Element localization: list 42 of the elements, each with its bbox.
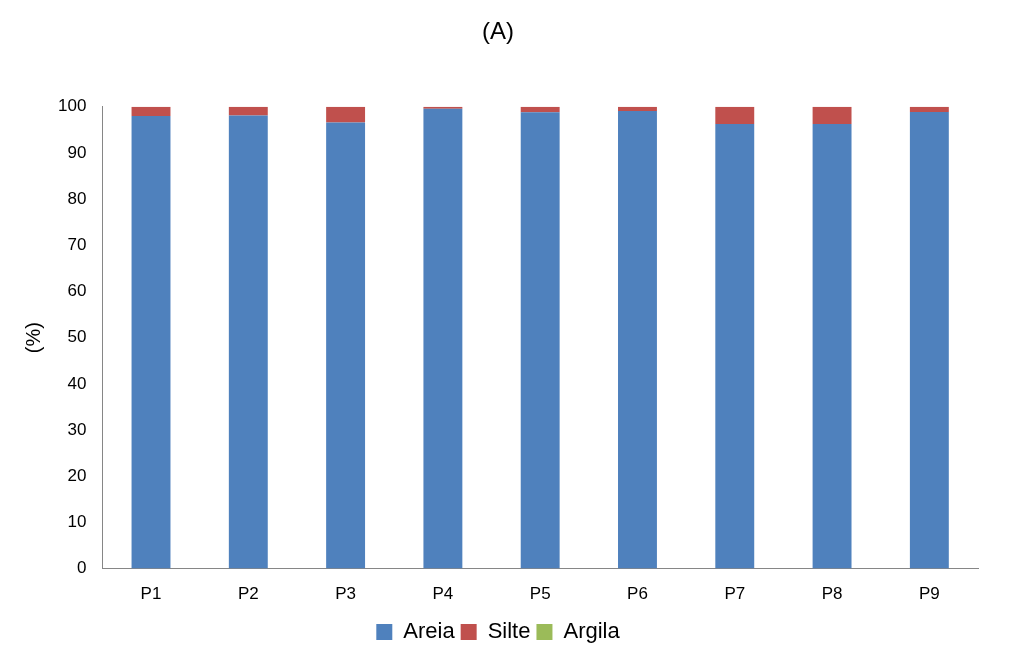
y-tick-label: 80 [67,188,87,208]
bar [909,106,949,112]
y-tick-label: 20 [67,465,87,485]
x-tick-label: P6 [627,584,648,604]
bar [715,123,755,569]
y-tick-label: 40 [67,373,87,393]
bar [812,123,852,569]
y-tick-label: 30 [67,419,87,439]
x-tick-label: P9 [918,584,940,604]
bar [618,110,657,569]
x-tick-label: P5 [529,584,551,604]
bar [520,106,560,113]
x-tick-label: P7 [724,584,746,604]
bar [326,122,366,569]
bar [228,106,268,116]
bar [909,111,949,569]
bar [228,115,268,569]
bar [326,106,366,123]
y-tick-label: 70 [67,235,87,255]
bar [520,112,560,569]
y-tick-label: 10 [67,512,87,532]
chart-title: (A) [482,17,514,45]
bar [812,106,852,124]
y-tick-label: 100 [57,96,87,116]
y-axis-title: (%) [21,322,44,354]
y-tick-label: 50 [67,327,87,347]
y-tick-label: 90 [67,142,87,162]
x-tick-label: P1 [140,584,162,604]
x-tick-label: P3 [335,584,356,604]
y-tick-label: 60 [67,281,87,301]
x-tick-label: P2 [237,584,259,604]
x-tick-label: P4 [432,584,454,604]
bar [131,116,171,569]
legend-label: Silte [487,618,531,644]
legend-label: Argila [563,618,621,644]
bar [423,108,463,569]
bar [131,106,171,117]
bar [715,106,755,124]
legend-label: Areia [403,618,456,644]
bar [618,106,657,111]
y-tick-label: 0 [76,558,87,578]
x-tick-label: P8 [821,584,843,604]
